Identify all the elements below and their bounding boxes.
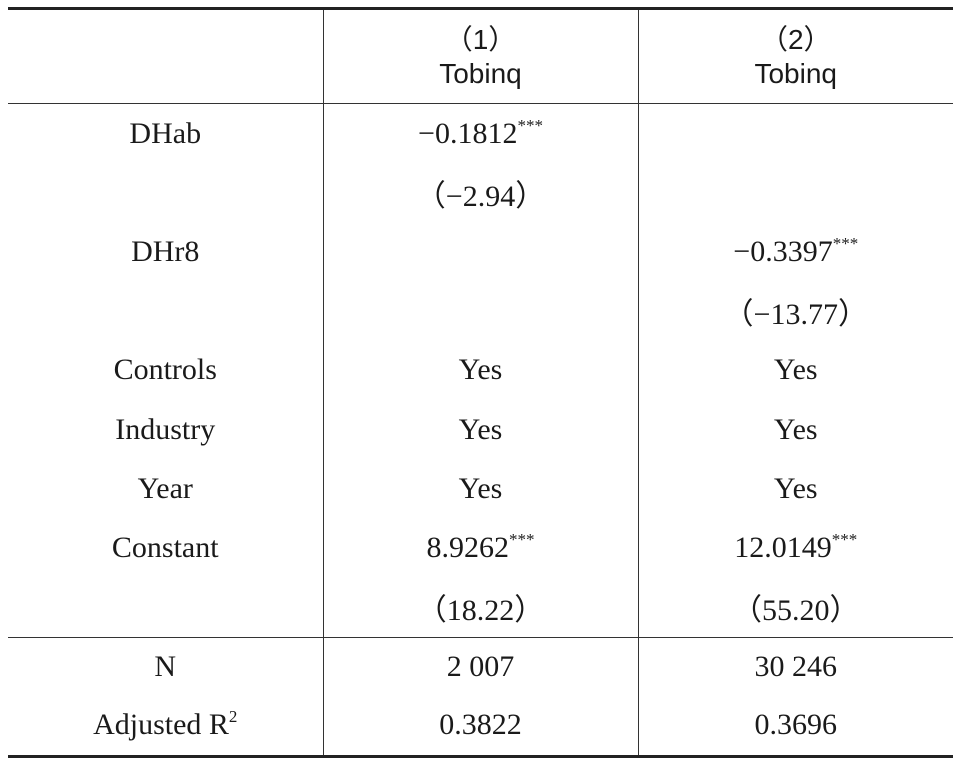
cell-superscript: *** xyxy=(509,529,535,549)
table-cell xyxy=(637,163,953,223)
table-row: Controls Yes Yes xyxy=(8,340,953,400)
table-row: （18.22） （55.20） xyxy=(8,577,953,638)
cell-text: 8.9262 xyxy=(426,530,510,564)
table-row: DHr8 −0.3397*** xyxy=(8,222,953,282)
table-cell: Yes xyxy=(637,340,953,400)
table-cell: 0.3696 xyxy=(637,696,953,758)
table-row: DHab −0.1812*** xyxy=(8,103,953,164)
table-cell: Yes xyxy=(637,459,953,519)
table-cell xyxy=(8,282,323,341)
cell-text: （18.22） xyxy=(416,594,545,628)
table-cell: Year xyxy=(8,459,323,518)
table-cell xyxy=(8,578,323,638)
cell-text: N xyxy=(154,649,177,683)
table-row: Adjusted R2 0.3822 0.3696 xyxy=(8,696,953,758)
table-cell: Yes xyxy=(637,399,953,460)
table-cell: Yes xyxy=(322,399,638,460)
table-cell xyxy=(8,163,323,222)
table-row: （−13.77） xyxy=(8,281,953,341)
cell-text: Constant xyxy=(111,530,219,564)
cell-text: Yes xyxy=(773,471,818,505)
table-body: DHab −0.1812*** （−2.94） DHr8 −0.3397*** （−13.… xyxy=(8,103,953,638)
table-cell: （−13.77） xyxy=(637,281,953,341)
cell-superscript: *** xyxy=(832,233,859,253)
cell-text: Adjusted R xyxy=(93,708,229,742)
cell-text: Controls xyxy=(113,353,217,387)
regression-table: （1） Tobinq （2） Tobinq DHab −0.1812*** （−2.94… xyxy=(8,7,953,758)
table-cell: Constant xyxy=(8,518,323,577)
cell-superscript: 2 xyxy=(228,707,238,727)
table-cell: 30 246 xyxy=(637,636,953,697)
table-cell: 12.0149*** xyxy=(637,518,953,578)
table-row: Year Yes Yes xyxy=(8,459,953,519)
cell-text: （−2.94） xyxy=(415,179,546,213)
cell-text: Yes xyxy=(458,353,503,387)
table-row: Industry Yes Yes xyxy=(8,399,953,460)
table-cell: （55.20） xyxy=(637,577,953,638)
cell-text: Yes xyxy=(458,471,503,505)
cell-text: DHr8 xyxy=(131,234,200,268)
cell-text: Industry xyxy=(115,412,216,446)
cell-text: 2 007 xyxy=(446,649,515,683)
table-footer: N 2 007 30 246 Adjusted R2 0.3822 0.3696 xyxy=(8,636,953,758)
column-label: Tobinq xyxy=(439,57,522,89)
table-cell: （−2.94） xyxy=(322,163,638,223)
table-cell: Industry xyxy=(8,400,323,459)
table-row: Constant 8.9262*** 12.0149*** xyxy=(8,518,953,578)
table-cell: N xyxy=(8,636,323,697)
cell-superscript: *** xyxy=(517,115,543,135)
table-cell: 2 007 xyxy=(322,636,638,697)
cell-text: −0.1812 xyxy=(418,116,518,150)
table-cell: Adjusted R2 xyxy=(8,696,323,758)
table-row: （−2.94） xyxy=(8,163,953,223)
column-label: Tobinq xyxy=(754,57,837,89)
table-cell: DHr8 xyxy=(8,222,323,281)
table-row: N 2 007 30 246 xyxy=(8,636,953,697)
column-number: （1） xyxy=(444,23,517,55)
cell-text: 30 246 xyxy=(754,649,838,683)
header-cell: （2） Tobinq xyxy=(637,7,953,104)
header-cell: （1） Tobinq xyxy=(322,7,638,104)
cell-text: （55.20） xyxy=(732,594,860,628)
cell-superscript: *** xyxy=(831,529,858,549)
table-cell: Yes xyxy=(322,459,638,519)
table-cell: 8.9262*** xyxy=(322,518,638,578)
cell-text: DHab xyxy=(129,116,202,150)
table-cell xyxy=(322,222,638,282)
column-number: （2） xyxy=(759,23,832,55)
table-cell: Controls xyxy=(8,341,323,400)
table-cell: DHab xyxy=(8,104,323,164)
header-cell xyxy=(8,7,323,104)
cell-text: Year xyxy=(137,471,193,505)
cell-text: 12.0149 xyxy=(734,530,832,564)
table-cell xyxy=(637,103,953,164)
cell-text: −0.3397 xyxy=(733,234,833,268)
cell-text: Yes xyxy=(773,353,818,387)
table-cell: （18.22） xyxy=(322,577,638,638)
table-container: （1） Tobinq （2） Tobinq DHab −0.1812*** （−2.94… xyxy=(8,7,953,758)
table-cell: Yes xyxy=(322,340,638,400)
cell-text: （−13.77） xyxy=(723,298,868,332)
cell-text: Yes xyxy=(458,412,503,446)
table-cell: −0.1812*** xyxy=(322,103,638,164)
cell-text: Yes xyxy=(773,412,818,446)
table-cell xyxy=(322,281,638,341)
table-cell: 0.3822 xyxy=(322,696,638,758)
header-row: （1） Tobinq （2） Tobinq xyxy=(8,7,953,104)
cell-text: 0.3696 xyxy=(754,708,838,742)
table-header: （1） Tobinq （2） Tobinq xyxy=(8,7,953,104)
table-cell: −0.3397*** xyxy=(637,222,953,282)
cell-text: 0.3822 xyxy=(439,708,522,742)
